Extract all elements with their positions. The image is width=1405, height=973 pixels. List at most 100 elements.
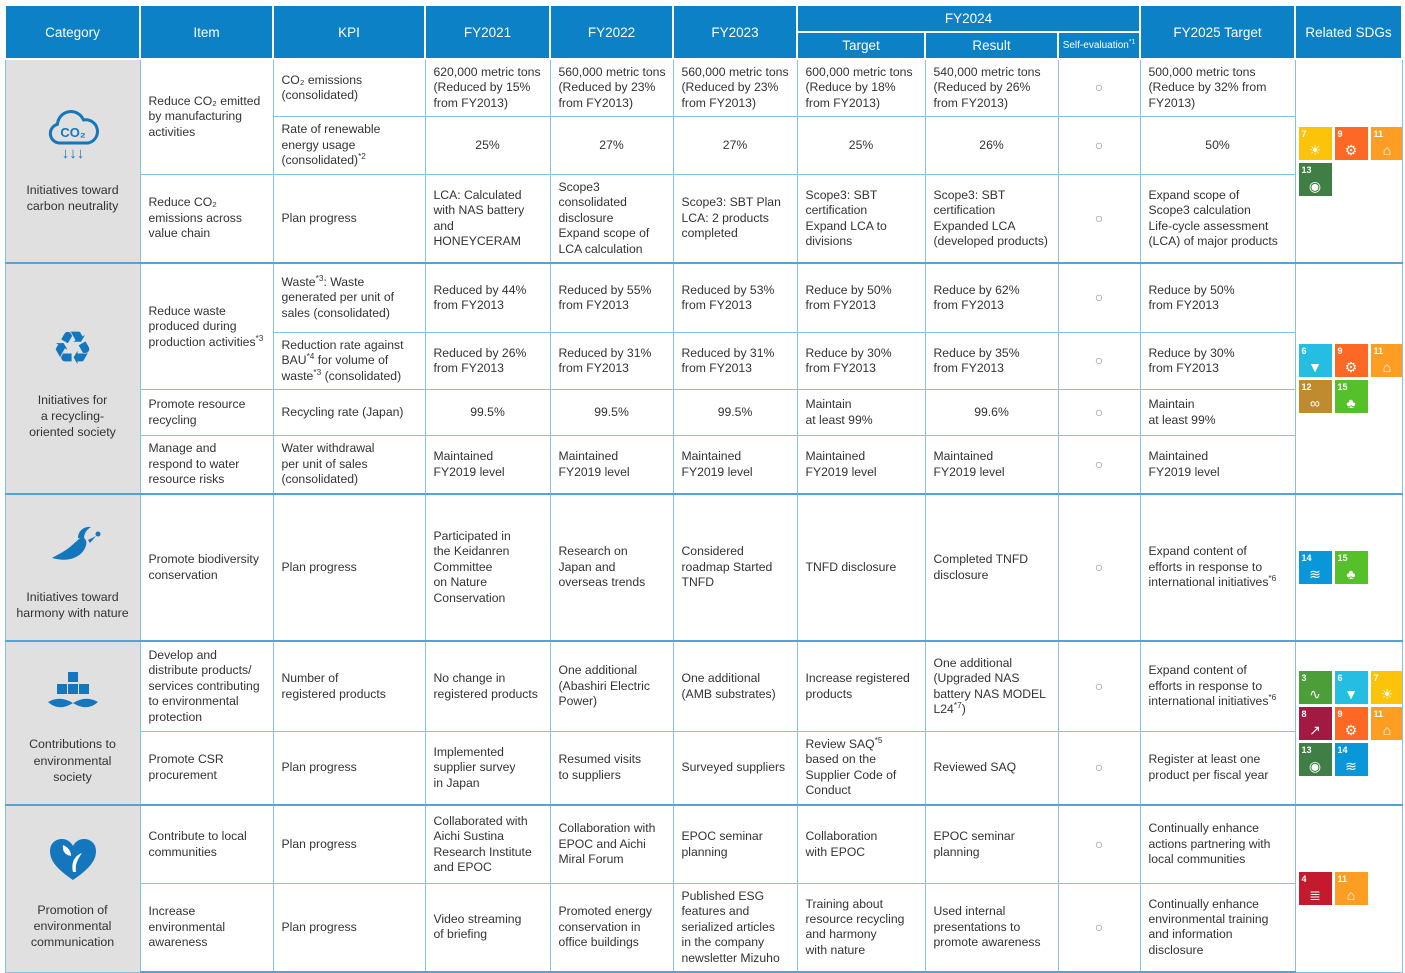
col-header-fy2023: FY2023 <box>672 4 798 60</box>
heart-leaf-icon <box>9 828 137 882</box>
col-header-related-sdgs: Related SDGs <box>1294 4 1403 60</box>
cell-fy2022: Collaboration with EPOC and Aichi Miral … <box>549 804 674 884</box>
cell-fy2024-target: 25% <box>796 116 926 175</box>
table-row: Promote resource recycling Recycling rat… <box>5 389 1402 437</box>
sdg-6-icon: 6 ▼ <box>1334 670 1368 704</box>
col-header-self-evaluation: Self-evaluation*1 <box>1057 31 1141 60</box>
cell-fy2022: 560,000 metric tons (Reduced by 23% from… <box>549 58 674 118</box>
cell-fy2024-result: Scope3: SBT certification Expanded LCA (… <box>924 173 1059 264</box>
cell-fy2024-result: EPOC seminar planning <box>924 804 1059 884</box>
sdg-11-icon: 11 ⌂ <box>1334 872 1368 906</box>
cell-self-evaluation: ○ <box>1057 58 1141 118</box>
cell-fy2021: LCA: Calculated with NAS battery and HON… <box>424 173 551 264</box>
cell-self-evaluation: ○ <box>1057 804 1141 884</box>
cell-fy2023: 560,000 metric tons (Reduced by 23% from… <box>672 58 798 118</box>
col-header-fy2022: FY2022 <box>549 4 674 60</box>
kpi-cell: Reduction rate against BAU*4 for volume … <box>272 331 426 391</box>
cell-fy2022: Maintained FY2019 level <box>549 435 674 495</box>
sdg-11-icon: 11 ⌂ <box>1370 344 1401 378</box>
kpi-cell: Recycling rate (Japan) <box>272 389 426 437</box>
sdg-15-icon: 15 ♣ <box>1334 380 1368 414</box>
cell-fy2024-result: 99.6% <box>924 389 1059 437</box>
cell-fy2024-target: Review SAQ*5 based on the Supplier Code … <box>796 730 926 806</box>
col-header-fy2024-result: Result <box>924 31 1059 60</box>
table-row: Manage and respond to water resource ris… <box>5 435 1402 495</box>
cell-fy2025-target: Maintained FY2019 level <box>1139 435 1296 495</box>
category-cell-environmental-communication: Promotion of environmental communication <box>4 804 141 973</box>
cell-fy2023: 99.5% <box>672 389 798 437</box>
category-label: Contributions to environmental society <box>29 737 116 784</box>
cell-self-evaluation: ○ <box>1057 116 1141 175</box>
cell-fy2024-result: 26% <box>924 116 1059 175</box>
kpi-cell: Plan progress <box>272 730 426 806</box>
sdg-9-icon: 9 ⚙ <box>1334 344 1368 378</box>
related-sdgs-cell: 4 ≣ 11 ⌂ <box>1294 804 1403 973</box>
cell-fy2021: 620,000 metric tons (Reduced by 15% from… <box>424 58 551 118</box>
cell-fy2024-target: Collaboration with EPOC <box>796 804 926 884</box>
col-header-category: Category <box>4 4 141 60</box>
cell-fy2024-result: Used internal presentations to promote a… <box>924 882 1059 973</box>
svg-text:↓↓↓: ↓↓↓ <box>61 145 84 162</box>
cell-self-evaluation: ○ <box>1057 435 1141 495</box>
plus-leaves-icon <box>9 662 137 716</box>
cell-fy2025-target: Maintain at least 99% <box>1139 389 1296 437</box>
kpi-cell: Water withdrawal per unit of sales (cons… <box>272 435 426 495</box>
item-cell: Promote resource recycling <box>139 389 274 437</box>
cell-fy2024-target: Increase registered products <box>796 640 926 732</box>
cell-fy2021: Video streaming of briefing <box>424 882 551 973</box>
category-label: Initiatives for a recycling- oriented so… <box>29 392 116 439</box>
cell-self-evaluation: ○ <box>1057 730 1141 806</box>
category-label: Promotion of environmental communication <box>30 903 115 950</box>
cell-fy2022: Resumed visits to suppliers <box>549 730 674 806</box>
kpi-cell: Plan progress <box>272 804 426 884</box>
sdg-9-icon: 9 ⚙ <box>1334 706 1368 740</box>
cell-fy2025-target: Expand content of efforts in response to… <box>1139 492 1296 642</box>
cell-fy2023: Scope3: SBT Plan LCA: 2 products complet… <box>672 173 798 264</box>
category-label: Initiatives toward carbon neutrality <box>26 183 119 214</box>
sdg-14-icon: 14 ≋ <box>1334 742 1368 776</box>
sdg-6-icon: 6 ▼ <box>1298 344 1332 378</box>
table-row: Promote CSR procurement Plan progress Im… <box>5 730 1402 806</box>
table-row: Initiatives toward harmony with nature P… <box>4 492 1403 642</box>
cell-fy2022: Scope3 consolidated disclosure Expand sc… <box>549 173 674 264</box>
cell-fy2024-target: Training about resource recycling and ha… <box>796 882 926 973</box>
cell-self-evaluation: ○ <box>1057 492 1141 642</box>
sdg-7-icon: 7 ☀ <box>1298 126 1332 160</box>
cell-fy2023: 27% <box>672 116 798 175</box>
item-cell: Increase environmental awareness <box>139 882 274 973</box>
cell-fy2023: Considered roadmap Started TNFD <box>672 492 798 642</box>
table-row: Rate of renewable energy usage (consolid… <box>5 116 1402 175</box>
cell-fy2023: EPOC seminar planning <box>672 804 798 884</box>
item-cell: Promote CSR procurement <box>139 730 274 806</box>
col-header-item: Item <box>139 4 274 60</box>
cell-fy2023: Reduced by 31% from FY2013 <box>672 331 798 391</box>
cell-fy2021: Collaborated with Aichi Sustina Research… <box>424 804 551 884</box>
sdg-15-icon: 15 ♣ <box>1334 551 1368 585</box>
cell-fy2024-target: Reduce by 30% from FY2013 <box>796 331 926 391</box>
header-subrow: Target Result Self-evaluation*1 <box>5 31 1402 60</box>
header-row: Category Item KPI FY2021 FY2022 FY2023 F… <box>4 4 1403 60</box>
cell-fy2022: Reduced by 31% from FY2013 <box>549 331 674 391</box>
cell-fy2024-result: Completed TNFD disclosure <box>924 492 1059 642</box>
cell-fy2024-target: 600,000 metric tons (Reduce by 18% from … <box>796 58 926 118</box>
cell-fy2023: Reduced by 53% from FY2013 <box>672 262 798 333</box>
sdg-13-icon: 13 ◉ <box>1298 162 1332 196</box>
sdg-13-icon: 13 ◉ <box>1298 742 1332 776</box>
cell-fy2025-target: Expand scope of Scope3 calculation Life-… <box>1139 173 1296 264</box>
category-cell-environmental-society: Contributions to environmental society <box>4 640 141 806</box>
cell-fy2024-target: Reduce by 50% from FY2013 <box>796 262 926 333</box>
table-row: Promotion of environmental communication… <box>4 804 1403 973</box>
cell-self-evaluation: ○ <box>1057 882 1141 973</box>
kpi-cell: Plan progress <box>272 492 426 642</box>
recycle-icon: ♻ <box>51 322 94 375</box>
cell-fy2024-result: One additional (Upgraded NAS battery NAS… <box>924 640 1059 732</box>
bird-icon <box>9 514 137 568</box>
table-row: ♻ Initiatives for a recycling- oriented … <box>4 262 1403 495</box>
table-row: CO₂ ↓↓↓ Initiatives toward carbon neutra… <box>4 58 1403 264</box>
kpi-cell: Plan progress <box>272 173 426 264</box>
cell-fy2025-target: Continually enhance environmental traini… <box>1139 882 1296 973</box>
related-sdgs-cell: 7 ☀ 9 ⚙ 11 ⌂ 13 ◉ <box>1294 58 1403 264</box>
related-sdgs-cell: 3 ∿ 6 ▼ 7 ☀ 8 ↗ 9 ⚙ 11 ⌂ 13 ◉ 14 ≋ <box>1294 640 1403 806</box>
sdg-8-icon: 8 ↗ <box>1298 706 1332 740</box>
category-cell-carbon-neutrality: CO₂ ↓↓↓ Initiatives toward carbon neutra… <box>4 58 141 264</box>
